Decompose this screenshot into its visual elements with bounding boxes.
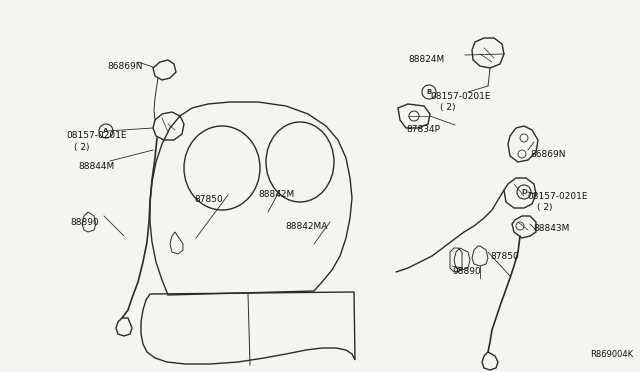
Text: 08157-0201E: 08157-0201E (66, 131, 127, 140)
Text: A: A (103, 128, 109, 134)
Text: 87850: 87850 (490, 252, 519, 261)
Text: 86869N: 86869N (107, 62, 143, 71)
Text: 88890: 88890 (70, 218, 99, 227)
Text: 87834P: 87834P (406, 125, 440, 134)
Text: 88842M: 88842M (258, 190, 294, 199)
Text: ( 2): ( 2) (74, 143, 90, 152)
Text: 86869N: 86869N (530, 150, 566, 159)
Text: B: B (426, 89, 431, 95)
Text: 88842MA: 88842MA (285, 222, 328, 231)
Text: 08157-0201E: 08157-0201E (527, 192, 588, 201)
Text: ( 2): ( 2) (440, 103, 456, 112)
Text: D: D (521, 189, 527, 195)
Text: R869004K: R869004K (590, 350, 633, 359)
Text: 88824M: 88824M (408, 55, 444, 64)
Text: 88843M: 88843M (533, 224, 570, 233)
Text: 98890: 98890 (452, 267, 481, 276)
Text: 87850: 87850 (194, 195, 223, 204)
Text: ( 2): ( 2) (537, 203, 552, 212)
Text: 08157-0201E: 08157-0201E (430, 92, 490, 101)
Text: 88844M: 88844M (78, 162, 115, 171)
